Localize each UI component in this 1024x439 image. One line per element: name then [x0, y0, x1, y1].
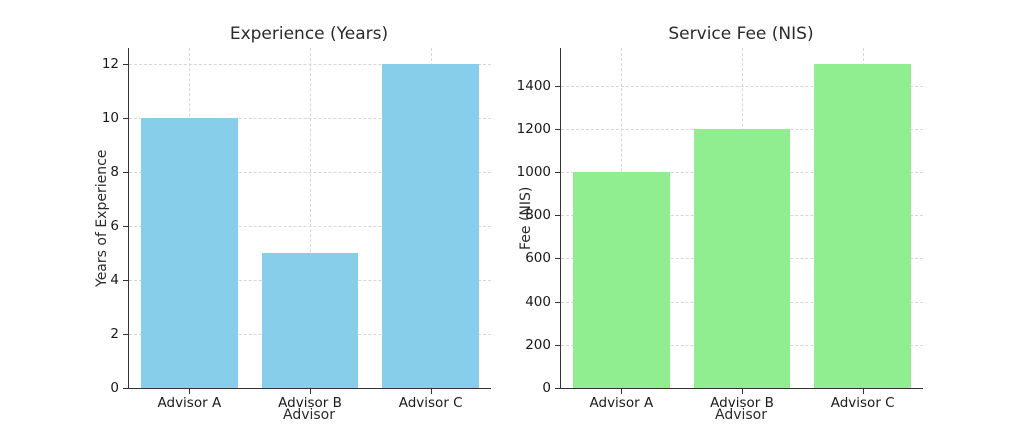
- chart-title: Service Fee (NIS): [668, 24, 814, 44]
- x-tick-label: Advisor B: [278, 395, 342, 411]
- chart-title: Experience (Years): [229, 24, 389, 44]
- y-tick-mark: [555, 301, 560, 303]
- y-tick-label: 2: [110, 326, 119, 343]
- service-fee-chart: Service Fee (NIS) Fee (NIS) 0 200 400 600 80…: [512, 0, 1024, 439]
- y-tick-label: 1200: [516, 120, 551, 137]
- x-tick-mark: [430, 389, 432, 394]
- x-tick-label: Advisor C: [830, 395, 895, 411]
- y-tick-label: 10: [101, 110, 119, 127]
- x-tick-mark: [310, 389, 311, 394]
- y-tick-mark: [555, 85, 560, 87]
- gridline-vertical: [310, 48, 311, 388]
- x-axis-label: Advisor: [282, 407, 335, 423]
- y-tick-mark: [123, 226, 128, 228]
- x-tick-label: Advisor C: [398, 395, 463, 411]
- y-tick-label: 400: [525, 293, 551, 310]
- experience-chart: Experience (Years) Years of Experience 0…: [94, 24, 491, 423]
- y-tick-label: 6: [110, 218, 119, 235]
- x-tick-mark: [189, 389, 191, 394]
- y-tick-label: 200: [525, 336, 551, 353]
- x-tick-label: Advisor B: [710, 395, 774, 411]
- bar-advisor-b: [693, 128, 791, 388]
- x-tick-mark: [742, 389, 743, 394]
- x-tick-label: Advisor A: [157, 395, 222, 411]
- y-tick-label: 4: [110, 272, 119, 289]
- y-tick-label: 12: [101, 56, 119, 73]
- x-tick-mark: [621, 389, 623, 394]
- bar-advisor-c: [814, 64, 911, 388]
- y-tick-mark: [555, 344, 560, 346]
- y-tick-mark: [123, 334, 128, 336]
- y-tick-mark: [123, 172, 128, 174]
- y-tick-mark: [555, 172, 560, 174]
- y-tick-mark: [123, 118, 128, 120]
- x-tick-label: Advisor A: [589, 395, 654, 411]
- y-tick-mark: [555, 128, 560, 130]
- bar-advisor-c: [382, 64, 479, 388]
- plot-area: 0 2 4 6 8 10 12 Advisor A Advisor B Advisor C: [102, 48, 491, 411]
- y-tick-label: 800: [525, 207, 551, 224]
- x-tick-mark: [862, 389, 864, 394]
- y-tick-label: 600: [525, 250, 551, 267]
- plot-area: 0 200 400 600 800 1000 1200 1400 Advisor A Adviso…: [517, 48, 923, 411]
- y-tick-label: 1400: [516, 77, 551, 94]
- bar-advisor-a: [573, 172, 670, 388]
- x-axis-label: Advisor: [714, 407, 767, 423]
- bar-advisor-a: [141, 118, 238, 388]
- bar-advisor-b: [261, 253, 359, 388]
- y-tick-mark: [123, 280, 128, 282]
- y-tick-label: 8: [110, 164, 119, 181]
- y-tick-label: 0: [542, 380, 551, 396]
- y-tick-mark: [555, 215, 560, 217]
- y-tick-label: 1000: [516, 164, 551, 181]
- y-tick-mark: [555, 258, 560, 260]
- y-tick-mark: [123, 388, 128, 389]
- y-tick-mark: [123, 64, 128, 66]
- y-tick-label: 0: [110, 380, 119, 396]
- y-tick-mark: [555, 388, 560, 389]
